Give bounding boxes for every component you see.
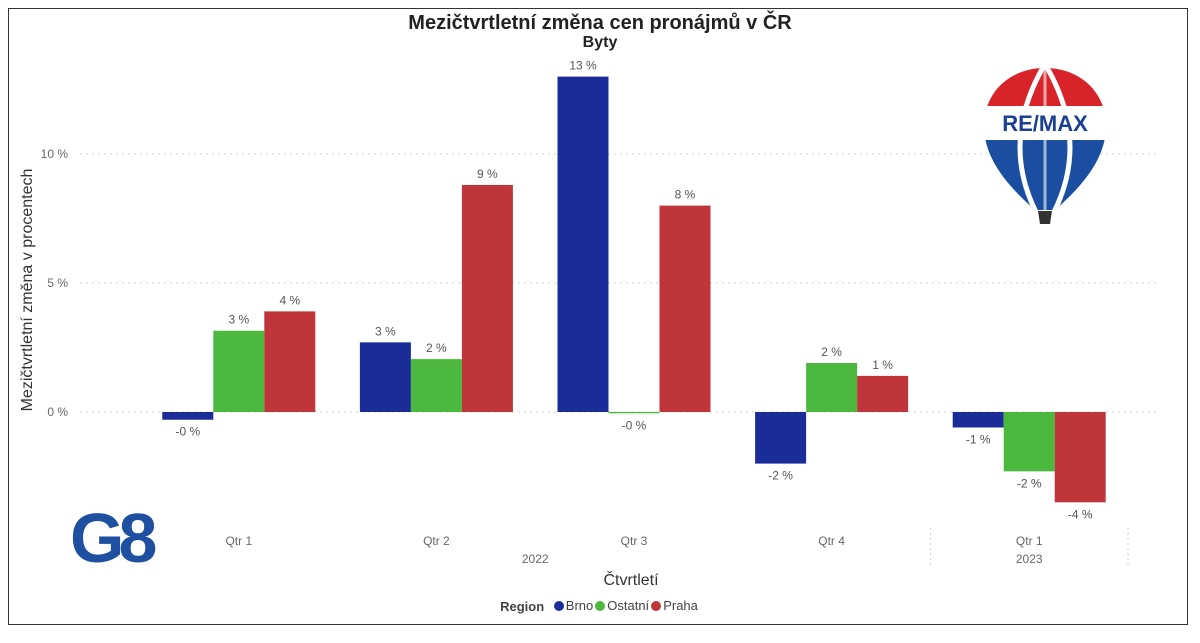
bars bbox=[162, 76, 1106, 503]
remax-balloon-logo: RE/MAX bbox=[984, 68, 1106, 224]
data-label: -0 % bbox=[175, 425, 200, 439]
data-label: 3 % bbox=[375, 324, 396, 338]
bar-praha bbox=[461, 184, 513, 412]
x-tick-label: Qtr 4 bbox=[818, 534, 845, 548]
bar-brno bbox=[162, 412, 214, 420]
legend-marker bbox=[651, 600, 662, 611]
x-tick-label: Qtr 3 bbox=[621, 534, 648, 548]
data-label: 9 % bbox=[477, 167, 498, 181]
legend-title: Region bbox=[500, 598, 545, 614]
remax-logo-text: RE/MAX bbox=[1002, 111, 1088, 136]
legend-item-praha[interactable]: Praha bbox=[651, 598, 698, 613]
y-axis-title: Mezičtvrtletní změna v procentech bbox=[19, 169, 36, 412]
bar-ostatní bbox=[213, 330, 265, 412]
legend-item-ostatní[interactable]: Ostatní bbox=[595, 598, 649, 613]
bar-ostatní bbox=[410, 359, 462, 412]
data-label: -2 % bbox=[768, 469, 793, 483]
bar-brno bbox=[755, 412, 807, 464]
bar-ostatní bbox=[1003, 412, 1055, 472]
data-label: 13 % bbox=[569, 59, 597, 73]
x-axis-title: Čtvrtletí bbox=[603, 570, 659, 589]
y-tick-label: 0 % bbox=[47, 405, 68, 419]
legend-marker bbox=[553, 600, 564, 611]
bar-ostatní bbox=[608, 412, 660, 414]
legend-label: Ostatní bbox=[607, 598, 650, 613]
y-tick-label: 10 % bbox=[41, 147, 69, 161]
bar-praha bbox=[659, 205, 711, 412]
data-label: -2 % bbox=[1017, 476, 1042, 490]
chart-title: Mezičtvrtletní změna cen pronájmů v ČR bbox=[408, 12, 792, 34]
data-label: 2 % bbox=[426, 341, 447, 355]
data-label: 3 % bbox=[228, 313, 249, 327]
bar-brno bbox=[952, 412, 1004, 428]
bar-brno bbox=[557, 76, 609, 412]
bar-praha bbox=[264, 311, 316, 412]
bar-ostatní bbox=[806, 362, 858, 412]
bar-praha bbox=[857, 375, 909, 412]
data-label: 1 % bbox=[872, 358, 893, 372]
bar-brno bbox=[359, 342, 411, 412]
bar-praha bbox=[1054, 412, 1106, 503]
data-labels: -0 % 3 % 4 % 3 % 2 % 9 % 13 % -0 % 8 % -2 % 2 % 1 %… bbox=[175, 59, 1092, 522]
data-label: -4 % bbox=[1068, 507, 1093, 521]
x-tick-label: Qtr 2 bbox=[423, 534, 450, 548]
x-year-label: 2022 bbox=[522, 552, 549, 566]
y-tick-label: 5 % bbox=[47, 276, 68, 290]
g8-logo: G8 bbox=[70, 499, 157, 577]
legend-marker bbox=[595, 600, 606, 611]
data-label: 4 % bbox=[279, 293, 300, 307]
data-label: -0 % bbox=[622, 418, 647, 432]
legend-label: Praha bbox=[663, 598, 698, 613]
legend-item-brno[interactable]: Brno bbox=[553, 598, 594, 613]
x-year-label: 2023 bbox=[1016, 552, 1043, 566]
axes: 0 % 5 % 10 % Qtr 1 Qtr 2 Qtr 3 Qtr 4 Qtr 1 2022 2… bbox=[41, 147, 1129, 568]
legend: Region Brno Ostatní Praha bbox=[0, 598, 1200, 614]
x-tick-label: Qtr 1 bbox=[1016, 534, 1043, 548]
x-tick-label: Qtr 1 bbox=[225, 534, 252, 548]
data-label: -1 % bbox=[966, 432, 991, 446]
chart-subtitle: Byty bbox=[582, 34, 618, 51]
data-label: 2 % bbox=[821, 345, 842, 359]
data-label: 8 % bbox=[675, 188, 696, 202]
legend-label: Brno bbox=[565, 598, 594, 613]
